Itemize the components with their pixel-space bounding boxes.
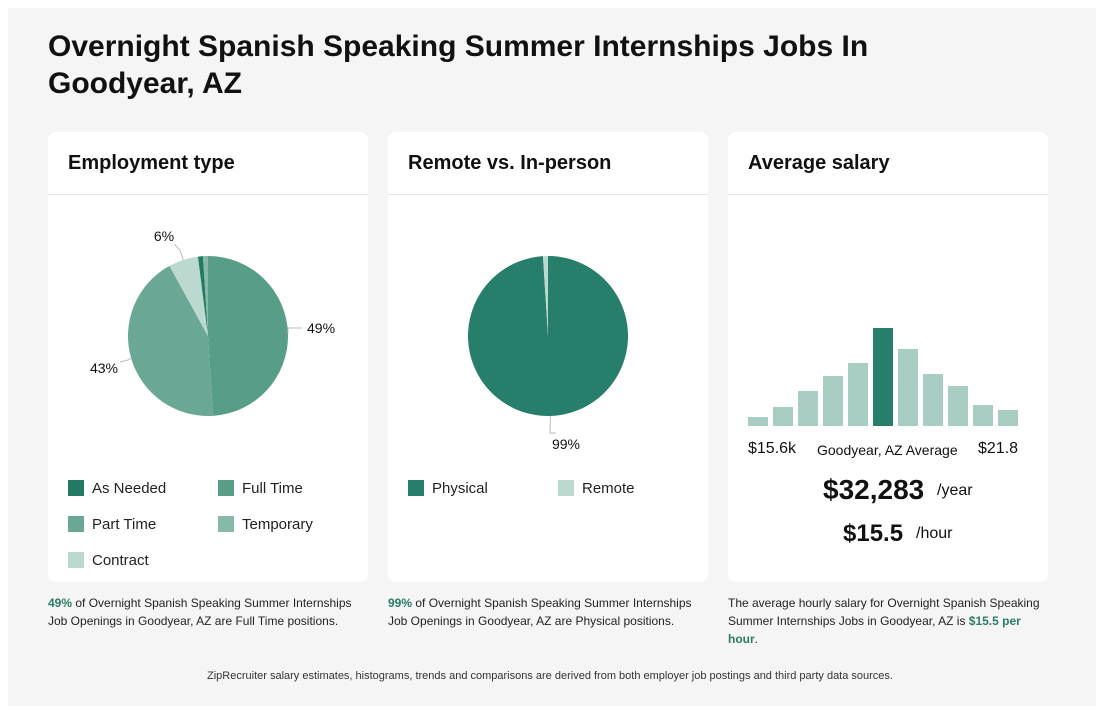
employment-legend-label: Contract <box>92 551 149 569</box>
employment-caption: 49% of Overnight Spanish Speaking Summer… <box>48 594 368 630</box>
salary-histogram-bar-3 <box>798 391 818 426</box>
salary-histogram-bar-6 <box>873 328 893 426</box>
employment-slice-contract <box>169 256 208 336</box>
salary-histogram <box>748 328 1018 426</box>
remote-leader-physical <box>549 415 556 434</box>
remote-pie: 99% <box>467 256 628 452</box>
remote-legend-label: Physical <box>432 479 488 497</box>
salary-caption: The average hourly salary for Overnight … <box>728 594 1048 648</box>
salary-histogram-bar-9 <box>948 386 968 426</box>
employment-type-heading: Employment type <box>48 132 368 195</box>
footer-disclaimer: ZipRecruiter salary estimates, histogram… <box>207 670 893 682</box>
employment-slice-temporary <box>202 256 208 336</box>
salary-average-label: Goodyear, AZ Average <box>817 442 958 458</box>
employment-data-label-contract: 6% <box>154 228 174 244</box>
salary-min-label: $15.6k <box>748 440 797 457</box>
remote-heading: Remote vs. In-person <box>388 132 708 195</box>
employment-leader-part-time <box>119 357 132 363</box>
employment-slice-full-time <box>208 256 288 416</box>
employment-data-label-part-time: 43% <box>90 360 118 376</box>
employment-slice-part-time <box>127 265 214 416</box>
employment-legend-swatch <box>68 552 84 568</box>
employment-legend-full-time: Full Time <box>218 478 303 498</box>
remote-caption-text: of Overnight Spanish Speaking Summer Int… <box>388 596 692 628</box>
salary-caption-end: . <box>754 632 759 646</box>
salary-caption-text: The average hourly salary for Overnight … <box>728 596 1040 628</box>
salary-hourly: $15.5 <box>843 520 904 547</box>
remote-legend-remote: Remote <box>558 478 635 498</box>
remote-legend-physical: Physical <box>408 478 488 498</box>
employment-legend-as-needed: As Needed <box>68 478 166 498</box>
remote-data-label-physical: 99% <box>552 436 580 452</box>
remote-legend-label: Remote <box>582 479 635 497</box>
salary-card: Average salary $15.6k Goodyear, AZ Avera… <box>728 132 1048 582</box>
salary-histogram-bar-7 <box>898 349 918 426</box>
employment-legend-temporary: Temporary <box>218 514 313 534</box>
employment-legend-part-time: Part Time <box>68 514 156 534</box>
employment-legend-label: Full Time <box>242 479 303 497</box>
salary-histogram-bar-10 <box>973 405 993 426</box>
salary-histogram-bar-4 <box>823 376 843 426</box>
remote-caption: 99% of Overnight Spanish Speaking Summer… <box>388 594 708 630</box>
employment-legend-swatch <box>218 516 234 532</box>
salary-histogram-bar-5 <box>848 363 868 426</box>
employment-legend-swatch <box>68 516 84 532</box>
salary-histogram-bar-1 <box>748 417 768 426</box>
employment-caption-percent: 49% <box>48 596 73 610</box>
employment-leader-full-time <box>287 327 302 334</box>
page-title: Overnight Spanish Speaking Summer Intern… <box>48 30 869 100</box>
salary-caption-highlight: $15.5 per hour <box>728 614 1021 646</box>
salary-heading: Average salary <box>728 132 1048 195</box>
employment-legend-label: As Needed <box>92 479 167 497</box>
employment-legend-label: Part Time <box>92 515 157 533</box>
employment-type-pie: 49% 43% 6% <box>90 228 335 416</box>
salary-hourly-unit: /hour <box>916 525 953 542</box>
employment-leader-contract <box>173 243 184 261</box>
employment-legend-swatch <box>218 480 234 496</box>
employment-legend-swatch <box>68 480 84 496</box>
salary-histogram-bar-11 <box>998 410 1018 426</box>
salary-yearly: $32,283 <box>823 474 925 505</box>
employment-legend-contract: Contract <box>68 550 149 570</box>
employment-type-card: Employment type 49% 43% 6% As Needed Full T… <box>48 132 368 582</box>
employment-data-label-full-time: 49% <box>307 320 335 336</box>
employment-slice-as-needed <box>197 256 208 336</box>
salary-yearly-unit: /year <box>937 482 973 499</box>
remote-legend-swatch <box>558 480 574 496</box>
employment-legend-label: Temporary <box>242 515 313 533</box>
remote-slice-remote <box>542 256 548 336</box>
salary-histogram-bar-2 <box>773 407 793 426</box>
remote-caption-percent: 99% <box>388 596 413 610</box>
salary-histogram-bar-8 <box>923 374 943 426</box>
employment-caption-text: of Overnight Spanish Speaking Summer Int… <box>48 596 352 628</box>
remote-card: Remote vs. In-person 99% Physical Remote <box>388 132 708 582</box>
salary-max-label: $21.8 <box>978 440 1019 457</box>
remote-legend-swatch <box>408 480 424 496</box>
remote-slice-physical <box>467 256 628 417</box>
